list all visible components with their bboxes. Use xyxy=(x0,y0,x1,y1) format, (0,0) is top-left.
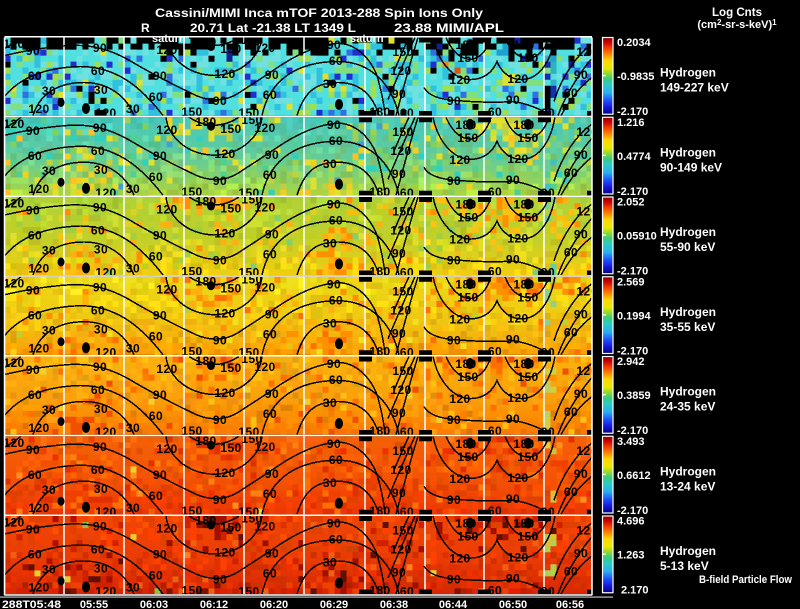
svg-text:5-13 keV: 5-13 keV xyxy=(660,559,709,573)
svg-text:-2.170: -2.170 xyxy=(617,345,648,357)
svg-text:saturn: saturn xyxy=(152,33,186,45)
svg-text:0.4774: 0.4774 xyxy=(617,151,652,163)
svg-text:saturn: saturn xyxy=(350,33,384,45)
svg-text:1.263: 1.263 xyxy=(617,550,645,562)
svg-text:-2.170: -2.170 xyxy=(617,186,648,198)
svg-text:06:03: 06:03 xyxy=(140,599,168,609)
svg-text:Hydrogen: Hydrogen xyxy=(660,544,716,558)
svg-text:Hydrogen: Hydrogen xyxy=(660,464,716,478)
svg-text:0.2034: 0.2034 xyxy=(617,37,652,49)
svg-text:06:20: 06:20 xyxy=(260,599,288,609)
svg-text:Cassini/MIMI Inca mTOF 2013-2: Cassini/MIMI Inca mTOF 2013-288 Spin Ion… xyxy=(155,6,483,20)
svg-text:-0.9835: -0.9835 xyxy=(617,71,654,83)
svg-text:B-field Particle Flow: B-field Particle Flow xyxy=(699,574,792,586)
svg-text:0.05910: 0.05910 xyxy=(617,231,657,243)
svg-text:Hydrogen: Hydrogen xyxy=(660,145,716,159)
svg-text:2.170: 2.170 xyxy=(621,585,649,597)
svg-text:0.3859: 0.3859 xyxy=(617,390,651,402)
svg-text:0.1994: 0.1994 xyxy=(617,310,652,322)
svg-text:06:12: 06:12 xyxy=(200,599,228,609)
svg-text:05:55: 05:55 xyxy=(80,599,108,609)
svg-text:90-149 keV: 90-149 keV xyxy=(660,160,722,174)
svg-text:06:38: 06:38 xyxy=(380,599,408,609)
svg-text:Hydrogen: Hydrogen xyxy=(660,385,716,399)
svg-text:-2.170: -2.170 xyxy=(617,106,648,118)
svg-text:2.052: 2.052 xyxy=(617,197,645,209)
svg-text:2.942: 2.942 xyxy=(617,356,645,368)
svg-text:13-24 keV: 13-24 keV xyxy=(660,479,715,493)
svg-text:3.493: 3.493 xyxy=(617,436,645,448)
svg-text:(cm2-sr-s-keV)1: (cm2-sr-s-keV)1 xyxy=(697,18,777,31)
svg-text:0.6612: 0.6612 xyxy=(617,470,651,482)
svg-text:4.696: 4.696 xyxy=(617,516,645,528)
svg-text:06:29: 06:29 xyxy=(320,599,348,609)
svg-text:06:56: 06:56 xyxy=(556,599,584,609)
svg-text:149-227 keV: 149-227 keV xyxy=(660,81,729,95)
svg-text:Hydrogen: Hydrogen xyxy=(660,305,716,319)
svg-text:24-35 keV: 24-35 keV xyxy=(660,400,715,414)
svg-text:2.569: 2.569 xyxy=(617,276,645,288)
svg-text:55-90 keV: 55-90 keV xyxy=(660,240,715,254)
svg-text:-2.170: -2.170 xyxy=(617,505,648,517)
svg-text:-2.170: -2.170 xyxy=(617,425,648,437)
svg-text:20.71 Lat -21.38 LT 1349 L: 20.71 Lat -21.38 LT 1349 L xyxy=(190,21,356,35)
svg-text:1.216: 1.216 xyxy=(617,117,645,129)
svg-text:06:44: 06:44 xyxy=(439,599,468,609)
svg-text:23.88 MIMI/APL: 23.88 MIMI/APL xyxy=(394,21,504,35)
svg-text:Hydrogen: Hydrogen xyxy=(660,66,716,80)
svg-text:288T05:48: 288T05:48 xyxy=(2,599,61,609)
svg-text:35-55 keV: 35-55 keV xyxy=(660,320,715,334)
svg-text:06:50: 06:50 xyxy=(499,599,527,609)
svg-text:Log Cnts: Log Cnts xyxy=(712,5,762,19)
svg-text:R: R xyxy=(141,21,150,35)
svg-text:-2.170: -2.170 xyxy=(617,266,648,278)
svg-text:Hydrogen: Hydrogen xyxy=(660,225,716,239)
